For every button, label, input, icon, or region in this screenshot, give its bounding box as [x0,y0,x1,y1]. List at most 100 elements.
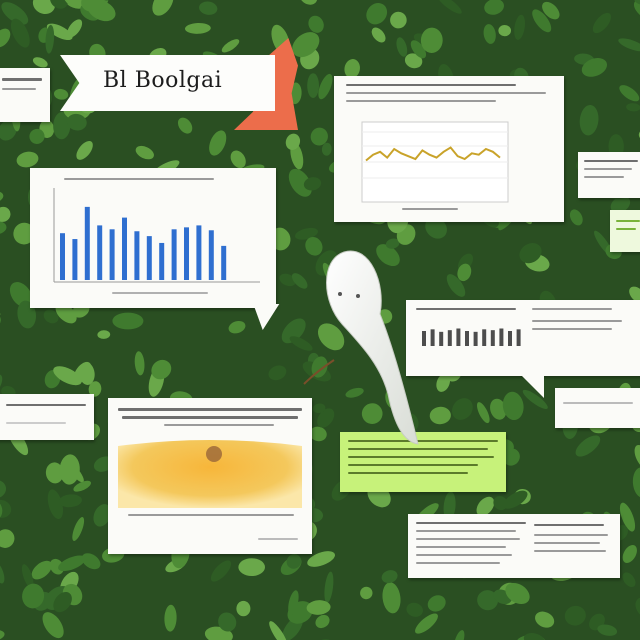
leaf [58,494,82,508]
leaf [55,303,77,324]
leaf [76,140,93,160]
leaf [164,604,177,632]
leaf [268,365,287,381]
leaf [634,444,640,469]
bar [134,231,140,280]
leaf [385,238,400,249]
line-series [365,146,501,162]
leaf [502,391,524,421]
leaf [288,590,299,615]
leaf [318,73,333,100]
bar [208,230,214,280]
leaf [477,590,499,611]
bar [482,329,487,346]
small-note-card-right [578,152,640,198]
leaf [286,554,302,569]
leaf [619,85,640,102]
leaf [425,217,447,239]
bar [439,331,444,346]
bar [456,328,461,346]
leaf [396,37,408,57]
small-note-card-right-middle [555,388,640,428]
leaf [177,117,193,134]
leaf [29,128,45,144]
leaf [0,562,5,584]
leaf [581,58,608,77]
leaf [592,12,611,34]
leaf [289,336,313,351]
leaf [53,111,71,140]
leaf [281,318,306,344]
leaf [535,611,555,628]
leaf [457,263,472,282]
bar [508,331,512,346]
leaf [303,177,322,191]
leaf [292,32,320,58]
leaf [66,113,87,131]
leaf [67,19,83,38]
heatmap-image [118,440,302,508]
leaf [579,104,599,136]
bar [72,239,78,280]
leaf [218,612,237,632]
bar [109,229,115,280]
leaf [199,1,218,15]
leaf [58,555,86,572]
leaf [569,209,583,226]
bar [196,225,202,280]
leaf [31,560,52,580]
leaf [476,496,495,517]
leaf [317,323,345,351]
small-bar-chart [422,328,521,346]
leaf [0,220,7,235]
leaf [305,236,323,256]
leaf [317,408,335,428]
leaf [73,480,91,492]
bar [171,229,177,280]
leaf [610,196,631,213]
leaf [32,0,56,15]
small-bar-chart-tail [520,374,544,398]
leaf [209,130,227,156]
leaf [410,40,427,59]
leaf [345,387,364,398]
leaf [73,361,92,383]
leaf [315,614,330,629]
bar [447,330,452,346]
bar [473,331,478,346]
leaf [0,120,17,141]
leaf [112,312,144,330]
bar [60,233,65,280]
leaf [451,398,473,420]
leaf [134,351,145,376]
leaf [618,38,640,52]
leaf [483,24,496,44]
leaf [306,600,331,615]
bar [221,245,227,280]
leaf [294,227,319,240]
leaf [0,529,15,548]
leaf [221,39,240,53]
leaf [519,243,542,264]
leaf [228,321,246,334]
leaf [53,591,72,613]
leaf [81,0,109,12]
leaf [307,73,320,99]
leaf [503,490,528,509]
leaf [382,582,401,614]
page-title: Bl Boolgai [103,68,223,93]
leaf [381,570,398,584]
leaf [453,630,465,640]
leaf [45,462,64,484]
bar [122,217,127,280]
bar [516,329,521,346]
leaf [622,572,636,588]
leaf [288,168,312,197]
leaf [575,435,601,457]
leaf [371,27,386,43]
leaf [324,571,334,603]
leaf [632,467,640,498]
leaf [72,517,85,541]
leaf [626,103,640,112]
leaf [21,564,34,589]
